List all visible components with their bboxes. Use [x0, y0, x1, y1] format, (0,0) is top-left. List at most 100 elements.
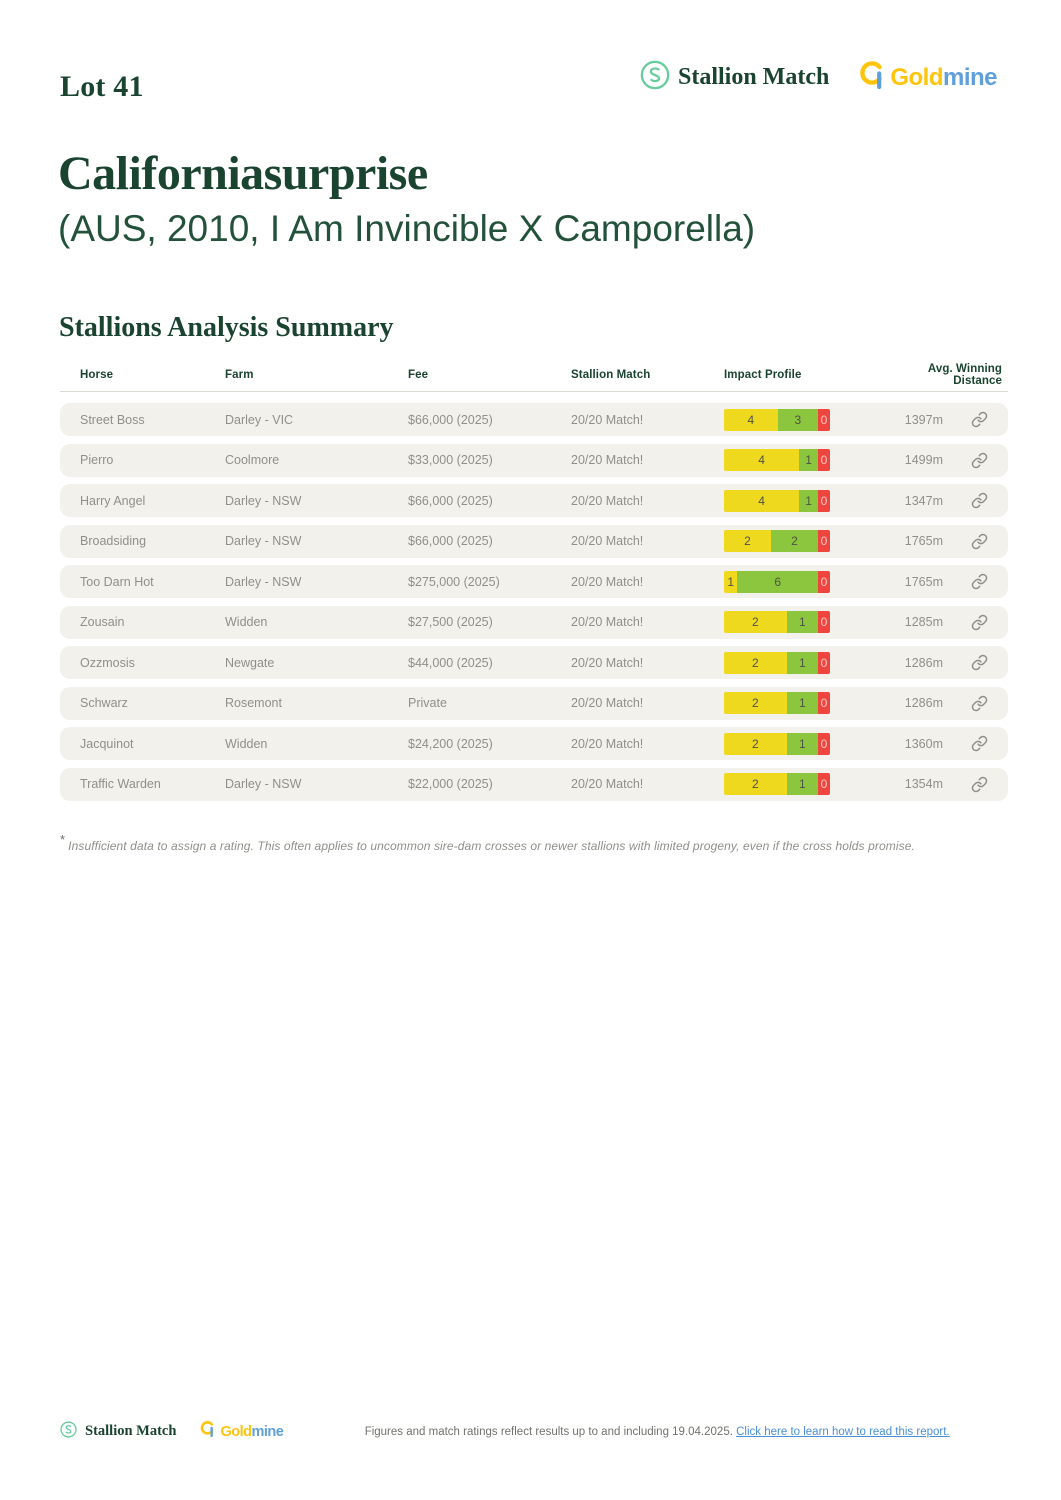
link-icon[interactable] [971, 452, 988, 469]
table-header-row: Horse Farm Fee Stallion Match Impact Pro… [60, 363, 1008, 387]
goldmine-logo: Goldmine [859, 60, 998, 95]
header-logos: Stallion Match Goldmine [640, 60, 998, 95]
stallion-match-wordmark: Stallion Match [677, 64, 830, 90]
link-icon[interactable] [971, 573, 988, 590]
stallion-match-value: 20/20 Match! [571, 777, 644, 791]
farm-name: Darley - NSW [225, 493, 302, 508]
impact-yellow-segment: 2 [724, 692, 787, 714]
link-icon[interactable] [971, 654, 988, 671]
farm-name: Widden [225, 736, 268, 751]
link-icon[interactable] [971, 492, 988, 509]
impact-green-segment: 3 [777, 408, 818, 431]
column-header-farm: Farm [225, 369, 254, 381]
avg-winning-distance: 1499m [904, 453, 943, 467]
table-row: Broadsiding Darley - NSW $66,000 (2025) … [60, 524, 1008, 558]
table-row: Ozzmosis Newgate $44,000 (2025) 20/20 Ma… [60, 646, 1008, 679]
impact-profile-bar: 4 1 0 [724, 449, 830, 471]
link-icon[interactable] [971, 776, 988, 793]
table-row: Schwarz Rosemont Private 20/20 Match! 2 … [60, 686, 1008, 720]
lot-number: Lot 41 [60, 70, 144, 103]
impact-yellow-segment: 2 [724, 732, 787, 755]
avg-winning-distance: 1286m [904, 696, 943, 710]
impact-green-segment: 2 [771, 530, 818, 552]
fee-value: $66,000 (2025) [408, 412, 493, 427]
link-icon[interactable] [971, 614, 988, 631]
table-row: Too Darn Hot Darley - NSW $275,000 (2025… [60, 565, 1008, 598]
link-icon[interactable] [971, 411, 988, 428]
fee-value: Private [408, 696, 447, 710]
link-icon[interactable] [971, 533, 988, 550]
fee-value: $22,000 (2025) [408, 777, 493, 791]
farm-name: Darley - NSW [225, 777, 302, 791]
stallion-match-icon [60, 1420, 77, 1443]
impact-red-segment: 0 [818, 651, 830, 674]
footer-stallion-match-logo: Stallion Match [60, 1420, 177, 1443]
impact-green-segment: 1 [786, 732, 818, 755]
impact-profile-bar: 2 1 0 [724, 651, 830, 674]
table-row: Harry Angel Darley - NSW $66,000 (2025) … [60, 484, 1008, 517]
stallion-match-value: 20/20 Match! [571, 736, 644, 751]
footer-logos: Stallion Match Goldmine [60, 1420, 284, 1443]
fee-value: $24,200 (2025) [408, 736, 493, 751]
impact-profile-bar: 2 2 0 [724, 530, 830, 552]
section-heading: Stallions Analysis Summary [59, 312, 394, 343]
impact-profile-bar: 2 1 0 [724, 773, 830, 795]
impact-yellow-segment: 2 [724, 651, 787, 674]
goldmine-wordmark: Goldmine [220, 1423, 284, 1440]
column-header-avg-winning-distance: Avg. Winning Distance [927, 363, 1002, 387]
impact-profile-bar: 2 1 0 [724, 611, 830, 633]
goldmine-wordmark: Goldmine [890, 63, 997, 91]
impact-red-segment: 0 [818, 773, 830, 795]
horse-name: Zousain [80, 615, 125, 629]
footer-link[interactable]: Click here to learn how to read this rep… [736, 1425, 950, 1438]
horse-name: Pierro [80, 453, 114, 467]
footnote: * Insufficient data to assign a rating. T… [60, 832, 1000, 853]
farm-name: Coolmore [225, 453, 280, 467]
horse-name: Traffic Warden [80, 777, 161, 791]
impact-red-segment: 0 [818, 732, 830, 755]
impact-profile-bar: 1 6 0 [724, 570, 830, 593]
stallion-match-value: 20/20 Match! [571, 412, 644, 427]
table-row: Pierro Coolmore $33,000 (2025) 20/20 Mat… [60, 443, 1008, 477]
impact-profile-bar: 4 3 0 [724, 408, 830, 431]
horse-name: Too Darn Hot [80, 574, 154, 589]
avg-winning-distance: 1354m [904, 777, 943, 791]
impact-red-segment: 0 [818, 408, 830, 431]
impact-green-segment: 1 [786, 651, 818, 674]
footnote-text: Insufficient data to assign a rating. Th… [68, 839, 915, 853]
stallion-match-wordmark: Stallion Match [85, 1423, 177, 1439]
fee-value: $275,000 (2025) [408, 574, 500, 589]
footer-goldmine-logo: Goldmine [200, 1420, 284, 1443]
impact-yellow-segment: 2 [724, 530, 771, 552]
column-header-horse: Horse [80, 369, 114, 381]
link-icon[interactable] [971, 735, 988, 752]
fee-value: $27,500 (2025) [408, 615, 493, 629]
impact-profile-bar: 4 1 0 [724, 489, 830, 512]
impact-green-segment: 6 [737, 570, 818, 593]
farm-name: Newgate [225, 655, 275, 670]
horse-name: Jacquinot [80, 736, 134, 751]
link-icon[interactable] [971, 695, 988, 712]
avg-winning-distance: 1765m [904, 574, 943, 589]
goldmine-icon [859, 60, 885, 95]
impact-profile-bar: 2 1 0 [724, 692, 830, 714]
impact-red-segment: 0 [818, 692, 830, 714]
stallion-match-value: 20/20 Match! [571, 574, 644, 589]
stallions-table: Horse Farm Fee Stallion Match Impact Pro… [60, 363, 1008, 808]
avg-winning-distance: 1360m [904, 736, 943, 751]
stallion-match-icon [640, 60, 670, 95]
table-rows: Street Boss Darley - VIC $66,000 (2025) … [60, 403, 1008, 801]
stallion-match-value: 20/20 Match! [571, 655, 644, 670]
horse-name: Ozzmosis [80, 655, 135, 670]
impact-red-segment: 0 [818, 570, 830, 593]
impact-yellow-segment: 1 [724, 570, 738, 593]
table-row: Traffic Warden Darley - NSW $22,000 (202… [60, 767, 1008, 801]
table-row: Street Boss Darley - VIC $66,000 (2025) … [60, 403, 1008, 436]
goldmine-icon [200, 1420, 215, 1443]
footer-note-text: Figures and match ratings reflect result… [364, 1425, 733, 1438]
avg-winning-distance: 1347m [904, 493, 943, 508]
impact-green-segment: 1 [786, 773, 818, 795]
page-title: Californiasurprise [58, 147, 428, 200]
impact-red-segment: 0 [818, 611, 830, 633]
